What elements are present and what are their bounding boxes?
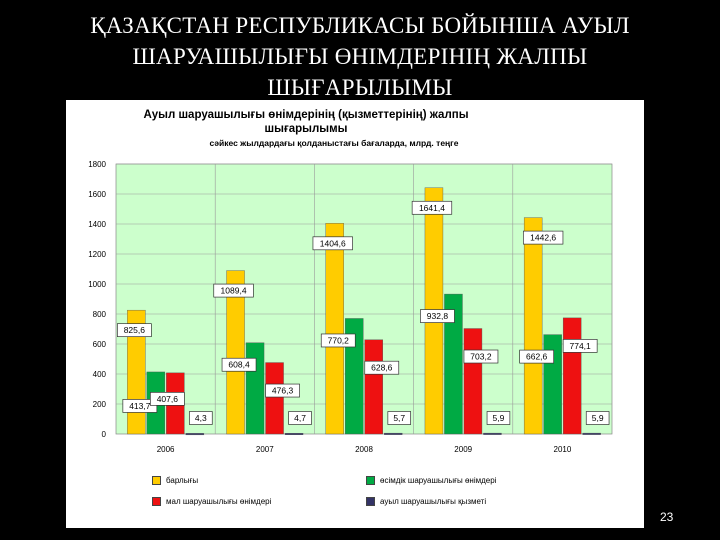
data-label-livestock-2010-box xyxy=(562,339,598,353)
bar-1-2008 xyxy=(325,223,344,435)
data-label-services-2007: 4,7 xyxy=(294,413,306,423)
y-tick-label-1000: 1000 xyxy=(88,280,106,289)
legend-swatch-total xyxy=(152,476,161,485)
y-tick-label-200: 200 xyxy=(93,400,107,409)
data-label-services-2010: 5,9 xyxy=(592,413,604,423)
data-label-livestock-2010: 774,1 xyxy=(570,341,592,351)
data-label-services-2006: 4,3 xyxy=(195,413,207,423)
x-tick-label-2010: 2010 xyxy=(554,445,572,454)
bar-3-2009 xyxy=(463,328,483,435)
legend-swatch-livestock xyxy=(152,497,161,506)
legend-item-livestock: мал шаруашылығы өнімдері xyxy=(152,497,271,506)
data-label-livestock-2009-box xyxy=(463,349,499,364)
slide-title-line-3: ШЫҒАРЫЛЫМЫ xyxy=(267,75,453,100)
data-label-total-2007: 1089,4 xyxy=(221,286,247,296)
slide-title-line-1: ҚАЗАҚСТАН РЕСПУБЛИКАСЫ БОЙЫНША АУЫЛ xyxy=(90,13,630,38)
bar-4-2006 xyxy=(185,433,205,436)
data-label-livestock-2006: 407,6 xyxy=(157,394,179,404)
legend-item-total: барлығы xyxy=(152,476,198,485)
data-label-services-2009: 5,9 xyxy=(493,413,505,423)
y-tick-label-600: 600 xyxy=(93,340,107,349)
plot-area: 0 200 400 600 800 1000 1200 1400 1600 1800 2006 200… xyxy=(88,160,613,454)
y-tick-label-1800: 1800 xyxy=(88,160,106,169)
bar-4-2010 xyxy=(582,432,601,435)
y-tick-label-0: 0 xyxy=(102,430,107,439)
bar-3-2010 xyxy=(562,317,582,435)
data-label-total-2008: 1404,6 xyxy=(320,238,346,248)
x-tick-label-2007: 2007 xyxy=(256,445,274,454)
data-label-crop-2009: 932,8 xyxy=(427,311,449,321)
chart-panel: Ауыл шаруашылығы өнімдерінің (қызметтері… xyxy=(66,100,644,528)
legend-swatch-services xyxy=(366,497,375,506)
data-label-crop-2009-box xyxy=(420,309,455,323)
legend-label-livestock: мал шаруашылығы өнімдері xyxy=(166,497,272,506)
data-label-crop-2010-box xyxy=(519,349,554,364)
data-label-services-2008: 5,7 xyxy=(393,413,405,423)
data-label-services-2008-box xyxy=(387,411,412,425)
data-label-total-2010-box xyxy=(523,230,564,245)
chart-svg: Ауыл шаруашылығы өнімдерінің (қызметтері… xyxy=(88,109,613,454)
data-label-crop-2006: 413,7 xyxy=(129,401,151,411)
data-label-total-2008-box xyxy=(312,236,353,251)
data-label-livestock-2009: 703,2 xyxy=(470,352,492,362)
bar-1-2007 xyxy=(226,270,245,435)
data-label-livestock-2007-box xyxy=(265,383,300,398)
data-label-total-2006: 825,6 xyxy=(124,325,146,335)
bar-4-2009 xyxy=(483,432,502,435)
chart-subtitle: сәйкес жылдардағы қолданыстағы бағаларда… xyxy=(210,138,459,148)
bar-4-2008 xyxy=(384,432,403,435)
data-label-services-2007-box xyxy=(288,411,312,425)
data-label-crop-2008: 770,2 xyxy=(328,335,350,345)
legend-label-services: ауыл шаруашылығы қызметі xyxy=(380,497,487,506)
data-label-total-2010: 1442,6 xyxy=(530,233,556,243)
data-label-crop-2006-box xyxy=(122,399,158,413)
bar-2-2009 xyxy=(444,293,463,435)
chart-title-line-1: Ауыл шаруашылығы өнімдерінің (қызметтері… xyxy=(143,109,468,121)
data-label-livestock-2008: 628,6 xyxy=(371,363,393,373)
bar-3-2007 xyxy=(265,362,284,435)
bar-2-2007 xyxy=(245,342,265,435)
data-label-livestock-2008-box xyxy=(364,360,400,375)
data-label-services-2010-box xyxy=(585,411,610,425)
x-tick-label-2009: 2009 xyxy=(454,445,472,454)
data-label-total-2009-box xyxy=(411,200,453,215)
legend-swatch-crop xyxy=(366,476,375,485)
slide-title-line-2: ШАРУАШЫЛЫҒЫ ӨНІМДЕРІНІҢ ЖАЛПЫ xyxy=(132,44,588,69)
y-tick-label-1400: 1400 xyxy=(88,220,106,229)
data-label-crop-2010: 662,6 xyxy=(526,352,548,362)
slide-title: ҚАЗАҚСТАН РЕСПУБЛИКАСЫ БОЙЫНША АУЫЛ ШАРУ… xyxy=(20,10,700,103)
y-tick-label-1200: 1200 xyxy=(88,250,106,259)
y-tick-label-1600: 1600 xyxy=(88,190,106,199)
y-tick-label-800: 800 xyxy=(93,310,107,319)
bar-2-2008 xyxy=(345,318,364,435)
page-number: 23 xyxy=(660,510,674,524)
y-tick-label-400: 400 xyxy=(93,370,107,379)
legend-item-services: ауыл шаруашылығы қызметі xyxy=(366,497,486,506)
legend-label-total: барлығы xyxy=(166,476,199,485)
x-tick-label-2006: 2006 xyxy=(157,445,175,454)
data-label-total-2007-box xyxy=(213,283,254,298)
data-label-total-2006-box xyxy=(116,323,152,338)
legend-label-crop: өсімдік шаруашылығы өнімдері xyxy=(380,476,497,485)
data-label-crop-2008-box xyxy=(320,333,356,348)
data-label-crop-2007: 608,4 xyxy=(228,360,250,370)
bar-4-2007 xyxy=(284,433,304,435)
data-label-crop-2007-box xyxy=(221,357,257,372)
bar-1-2010 xyxy=(523,217,543,435)
data-label-services-2009-box xyxy=(486,411,511,425)
bar-2-2010 xyxy=(543,334,562,435)
data-label-livestock-2006-box xyxy=(149,392,185,406)
data-label-total-2009: 1641,4 xyxy=(419,203,445,213)
data-label-livestock-2007: 476,3 xyxy=(272,386,294,396)
chart-title-line-2: шығарылымы xyxy=(265,123,348,135)
x-tick-label-2008: 2008 xyxy=(355,445,373,454)
bar-3-2008 xyxy=(364,339,383,435)
legend-item-crop: өсімдік шаруашылығы өнімдері xyxy=(366,476,496,485)
data-label-services-2006-box xyxy=(189,411,213,425)
